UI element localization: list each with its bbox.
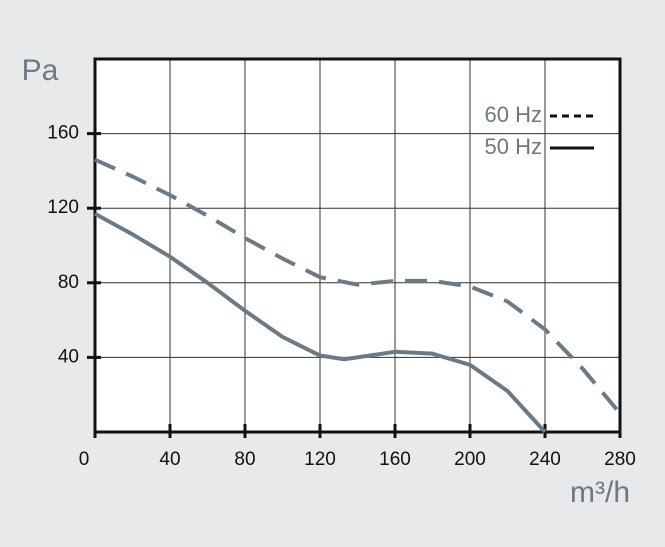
y-tick-label: 160 — [47, 123, 79, 144]
y-axis-label: Pa — [22, 54, 59, 87]
y-tick-label: 120 — [47, 197, 79, 218]
legend-label: 60 Hz — [485, 102, 542, 127]
x-tick-label: 0 — [79, 449, 90, 470]
x-tick-label: 40 — [159, 449, 180, 470]
x-axis-label: m³/h — [570, 476, 630, 509]
plot-area — [95, 59, 620, 432]
x-tick-label: 240 — [529, 449, 561, 470]
y-tick-label: 80 — [58, 272, 79, 293]
x-tick-label: 80 — [234, 449, 255, 470]
y-tick-label: 40 — [58, 346, 79, 367]
x-tick-label: 160 — [379, 449, 411, 470]
series-line — [94, 157, 622, 415]
x-tick-label: 120 — [304, 449, 336, 470]
x-tick-label: 280 — [604, 449, 636, 470]
series-line — [94, 212, 547, 434]
plot-frame — [93, 57, 622, 434]
legend-label: 50 Hz — [485, 134, 542, 159]
x-tick-label: 200 — [454, 449, 486, 470]
